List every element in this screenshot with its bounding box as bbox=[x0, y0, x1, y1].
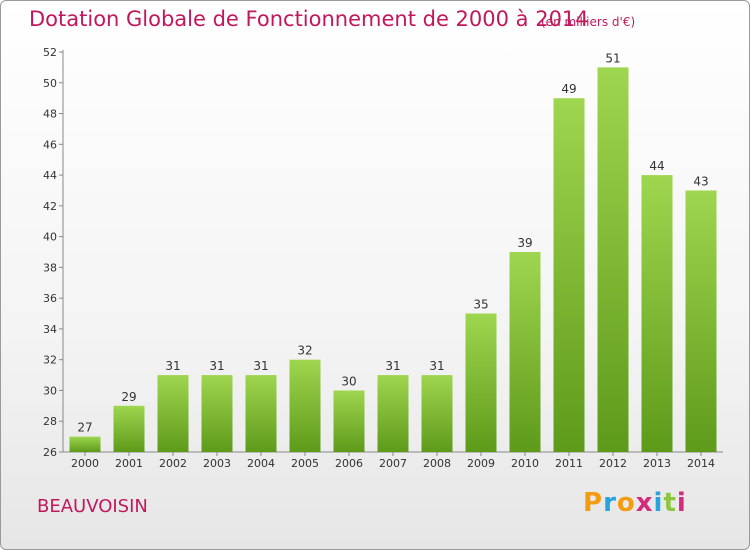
bar-2002 bbox=[157, 375, 189, 452]
proxiti-logo[interactable]: Proxiti bbox=[583, 488, 687, 518]
bar-2012 bbox=[597, 67, 629, 453]
bar-2000 bbox=[69, 436, 101, 452]
logo-letter: o bbox=[616, 488, 636, 518]
x-tick-label: 2003 bbox=[203, 457, 231, 470]
x-tick-label: 2006 bbox=[335, 457, 363, 470]
bar-value-label: 31 bbox=[385, 359, 400, 373]
bar-2011 bbox=[553, 98, 585, 452]
chart-bars: 27 29 31 31 31 32 30 31 31 35 39 49 51 44 43 bbox=[69, 51, 717, 453]
y-tick-label: 30 bbox=[43, 384, 57, 397]
bar-value-label: 32 bbox=[297, 344, 312, 358]
x-tick-label: 2008 bbox=[423, 457, 451, 470]
logo-letter: i bbox=[676, 488, 687, 518]
bar-2014 bbox=[685, 190, 717, 452]
commune-name: BEAUVOISIN bbox=[37, 496, 148, 517]
bar-value-label: 43 bbox=[693, 175, 708, 189]
y-tick-label: 46 bbox=[43, 138, 57, 151]
chart-title: Dotation Globale de Fonctionnement de 20… bbox=[29, 7, 589, 31]
y-tick-label: 32 bbox=[43, 354, 57, 367]
bar-2006 bbox=[333, 390, 365, 452]
bar-2007 bbox=[377, 375, 409, 452]
x-tick-label: 2007 bbox=[379, 457, 407, 470]
logo-letter: t bbox=[663, 488, 677, 518]
x-tick-label: 2012 bbox=[599, 457, 627, 470]
y-tick-label: 48 bbox=[43, 108, 57, 121]
chart-subtitle: (en milliers d'€) bbox=[541, 15, 636, 29]
y-tick-label: 38 bbox=[43, 261, 57, 274]
logo-letter: i bbox=[653, 488, 664, 518]
logo-letter: x bbox=[635, 488, 654, 518]
x-tick-label: 2011 bbox=[555, 457, 583, 470]
x-tick-label: 2004 bbox=[247, 457, 275, 470]
bar-value-label: 31 bbox=[165, 359, 180, 373]
logo-letter: r bbox=[603, 488, 617, 518]
bar-value-label: 39 bbox=[517, 236, 532, 250]
bar-2009 bbox=[465, 313, 497, 452]
y-tick-label: 50 bbox=[43, 77, 57, 90]
logo-letter: P bbox=[583, 488, 604, 518]
y-tick-label: 28 bbox=[43, 415, 57, 428]
bar-value-label: 31 bbox=[429, 359, 444, 373]
x-tick-label: 2001 bbox=[115, 457, 143, 470]
x-tick-label: 2005 bbox=[291, 457, 319, 470]
chart-axes: 26 28 30 32 34 36 38 40 42 44 46 48 50 52 2000 2001 2002… bbox=[43, 46, 723, 470]
y-tick-label: 44 bbox=[43, 169, 57, 182]
y-tick-label: 34 bbox=[43, 323, 57, 336]
bar-value-label: 31 bbox=[253, 359, 268, 373]
bar-value-label: 31 bbox=[209, 359, 224, 373]
y-tick-label: 36 bbox=[43, 292, 57, 305]
bar-2010 bbox=[509, 252, 541, 452]
bar-value-label: 27 bbox=[77, 421, 92, 435]
bar-2013 bbox=[641, 175, 673, 452]
bar-value-label: 30 bbox=[341, 375, 356, 389]
bar-2003 bbox=[201, 375, 233, 452]
bar-2001 bbox=[113, 405, 145, 452]
x-tick-label: 2013 bbox=[643, 457, 671, 470]
bar-value-label: 35 bbox=[473, 298, 488, 312]
bar-2008 bbox=[421, 375, 453, 452]
bar-value-label: 44 bbox=[649, 159, 664, 173]
x-tick-label: 2000 bbox=[71, 457, 99, 470]
x-tick-label: 2009 bbox=[467, 457, 495, 470]
bar-2004 bbox=[245, 375, 277, 452]
y-tick-label: 52 bbox=[43, 46, 57, 59]
x-tick-label: 2010 bbox=[511, 457, 539, 470]
x-tick-label: 2002 bbox=[159, 457, 187, 470]
bar-2005 bbox=[289, 359, 321, 452]
y-tick-label: 26 bbox=[43, 446, 57, 459]
x-tick-label: 2014 bbox=[687, 457, 715, 470]
y-tick-label: 42 bbox=[43, 200, 57, 213]
bar-value-label: 29 bbox=[121, 390, 136, 404]
bar-value-label: 51 bbox=[605, 51, 620, 65]
bar-value-label: 49 bbox=[561, 82, 576, 96]
y-tick-label: 40 bbox=[43, 231, 57, 244]
